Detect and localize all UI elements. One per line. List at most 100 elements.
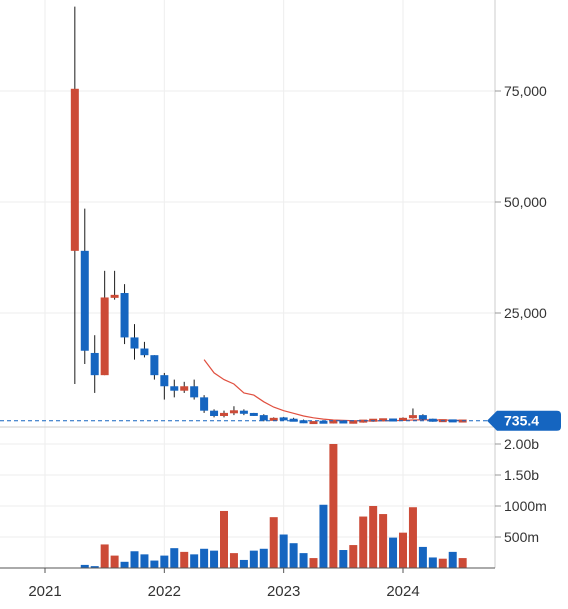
candle-body (249, 412, 258, 416)
volume-bar (299, 553, 308, 568)
candle-body (100, 297, 109, 376)
candle-body (349, 420, 358, 424)
volume-bar (259, 548, 268, 568)
volume-bar (229, 553, 238, 568)
volume-bar (140, 554, 149, 568)
volume-bar (120, 561, 129, 568)
candle-body (339, 420, 348, 424)
last-price-label: 735.4 (504, 413, 539, 429)
candle-body (428, 418, 437, 422)
axis-labels-layer: 25,000 50,000 75,000 500m 1000m 1.50b 2.00b 202… (28, 83, 547, 600)
candle-body (160, 375, 169, 387)
candle-body (180, 386, 189, 391)
candle-body (220, 412, 228, 417)
candle-body (210, 410, 219, 417)
candle-body (329, 420, 338, 424)
volume-bar (339, 550, 348, 568)
candle (259, 414, 268, 422)
candle (349, 420, 358, 424)
volume-bar (200, 548, 209, 568)
volume-tick-label: 1.50b (504, 467, 539, 483)
volume-bar (428, 557, 437, 568)
price-tick-label: 75,000 (504, 83, 547, 99)
volume-bar (359, 516, 368, 568)
candle-body (229, 410, 238, 414)
volume-bar (369, 506, 378, 568)
candle-body (408, 415, 417, 419)
candle (70, 6, 79, 385)
candle-body (379, 418, 388, 422)
volume-bar (130, 551, 139, 568)
volume-bar (329, 444, 338, 568)
candle-body (289, 418, 298, 422)
candle-body (170, 386, 179, 391)
candle (448, 419, 457, 423)
candle (170, 379, 179, 398)
candle (359, 419, 368, 423)
volume-bars-layer (80, 444, 467, 568)
candle-body (110, 294, 119, 298)
candle-body (150, 355, 159, 376)
moving-average-line (203, 359, 463, 422)
volume-bar (110, 555, 119, 568)
volume-bar (160, 555, 169, 568)
candle (289, 417, 298, 422)
candle (299, 419, 308, 424)
volume-bar (408, 507, 417, 568)
volume-bar (379, 514, 388, 568)
candle (90, 335, 99, 393)
volume-bar (80, 564, 89, 568)
volume-bar (289, 543, 298, 568)
candle-body (120, 293, 129, 338)
candle (428, 418, 437, 422)
candle-body (269, 417, 278, 421)
price-tick-label: 25,000 (504, 305, 547, 321)
volume-bar (190, 554, 199, 568)
volume-bar (418, 546, 427, 568)
volume-tick-label: 2.00b (504, 436, 539, 452)
candle-body (418, 415, 427, 420)
volume-bar (90, 566, 99, 568)
volume-bar (239, 559, 248, 568)
candle (220, 410, 228, 418)
x-tick-label: 2023 (267, 583, 300, 600)
candle-body (90, 352, 99, 376)
candle-body (190, 386, 199, 398)
volume-bar (448, 551, 457, 568)
candle (418, 414, 427, 421)
candle (120, 284, 129, 345)
volume-bar (349, 545, 358, 568)
candle-body (80, 250, 89, 351)
candle-body (319, 420, 328, 424)
volume-bar (389, 537, 398, 568)
candle-body (200, 397, 209, 411)
volume-bar (319, 504, 328, 568)
candle-body (399, 417, 407, 421)
volume-bar (249, 550, 258, 568)
price-tick-label: 50,000 (504, 194, 547, 210)
volume-bar (180, 551, 189, 568)
volume-bar (269, 517, 278, 568)
candle (130, 324, 139, 360)
candles-layer (70, 6, 467, 425)
x-tick-label: 2024 (386, 583, 419, 600)
candle-body (239, 410, 248, 414)
candle-body (140, 348, 149, 356)
candle (408, 408, 417, 419)
candle-body (130, 337, 139, 349)
volume-bar (210, 550, 219, 568)
moving-average-layer (203, 359, 463, 422)
gridlines (0, 0, 495, 568)
last-price-badge: 735.4 (487, 410, 561, 431)
candle (229, 406, 238, 416)
x-tick-label: 2021 (28, 583, 61, 600)
candle (309, 421, 318, 425)
volume-bar (399, 532, 407, 568)
volume-bar (309, 558, 318, 568)
candle-body (309, 421, 318, 425)
axes-layer (0, 0, 501, 573)
volume-bar (150, 560, 159, 568)
candle-body (299, 420, 308, 424)
candle (239, 409, 248, 416)
